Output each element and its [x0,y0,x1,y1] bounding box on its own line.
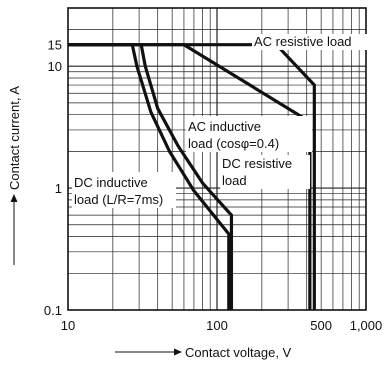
x-tick-label: 500 [310,318,332,333]
annotation-dc-inductive-bg [72,172,176,208]
annotation-ac-resistive-text: AC resistive load [254,34,352,49]
annotation-dc-resistive-line2: load [222,173,247,188]
x-tick-label: 1,000 [350,318,383,333]
series-line-3 [68,43,231,310]
y-tick-labels: 0.1 1 10 15 [44,38,62,318]
x-tick-labels: 10 100 500 1,000 [61,318,383,333]
x-axis-title: Contact voltage, V [185,345,292,360]
annotation-dc-inductive-line1: DC inductive [74,175,148,190]
x-axis-title-arrow-head [174,348,182,356]
series-lines [68,43,316,310]
annotation-ac-inductive-line1: AC inductive [188,119,261,134]
annotation-dc-resistive: DC resistive load [220,155,310,189]
y-tick-label: 15 [48,38,62,53]
x-axis-title-group: Contact voltage, V [115,345,292,360]
y-tick-label: 10 [48,59,62,74]
series-line-2 [68,43,234,310]
grid [67,7,367,310]
y-axis-title: Contact current, A [7,86,22,190]
annotation-dc-resistive-bg [220,155,310,189]
annotation-ac-resistive-bg [252,34,372,50]
annotation-ac-inductive: AC inductive load (cosφ=0.4) [186,116,312,152]
annotation-ac-inductive-line2: load (cosφ=0.4) [188,136,279,151]
y-axis-title-arrow-head [10,194,18,202]
y-tick-label: 0.1 [44,303,62,318]
annotation-dc-resistive-line1: DC resistive [222,156,292,171]
y-axis-title-group: Contact current, A [7,86,22,265]
annotation-ac-inductive-bg [186,116,312,152]
annotation-dc-inductive: DC inductive load (L/R=7ms) [72,172,176,208]
annotation-ac-resistive: AC resistive load [252,34,372,50]
plot-frame [67,7,367,311]
x-tick-label: 100 [206,318,228,333]
y-tick-label: 1 [55,181,62,196]
annotation-dc-inductive-line2: load (L/R=7ms) [74,192,163,207]
x-tick-label: 10 [61,318,75,333]
